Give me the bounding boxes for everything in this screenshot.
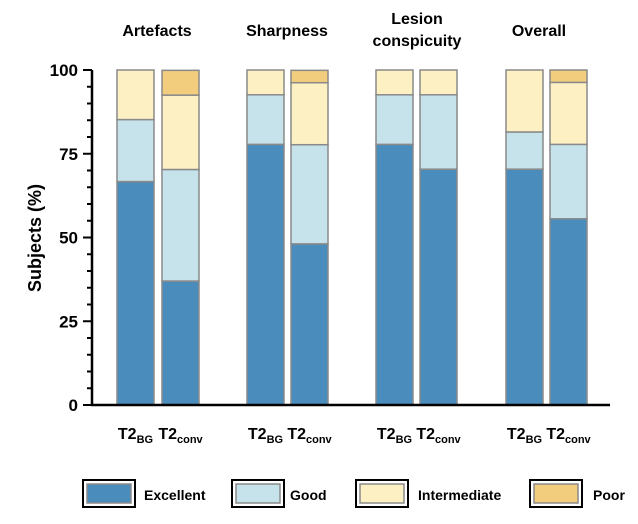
group-title-overall: Overall xyxy=(512,23,566,40)
bar-segment-lesion-conspicuity-t2bg-good xyxy=(375,94,414,146)
legend-swatch-good xyxy=(235,483,281,504)
x-tick-label-lesion-conspicuity-t2bg: T2BG xyxy=(377,426,412,446)
bar-segment-artefacts-t2conv-excellent xyxy=(161,280,200,406)
y-tick-label: 50 xyxy=(59,229,78,248)
bar-segment-lesion-conspicuity-t2conv-intermediate xyxy=(419,69,458,96)
bar-segment-artefacts-t2bg-good xyxy=(116,118,155,183)
group-title-lesion-conspicuity: Lesion conspicuity xyxy=(373,11,462,50)
bar-segment-overall-t2bg-excellent xyxy=(505,168,544,406)
legend-swatch-excellent xyxy=(86,483,132,504)
legend-label-poor: Poor xyxy=(593,487,625,503)
bar-segment-sharpness-t2conv-poor xyxy=(290,69,329,84)
bar-segment-lesion-conspicuity-t2bg-excellent xyxy=(375,143,414,406)
bar-segment-overall-t2bg-good xyxy=(505,131,544,170)
bar-segment-artefacts-t2conv-good xyxy=(161,168,200,282)
group-title-artefacts: Artefacts xyxy=(122,23,191,40)
bar-segment-lesion-conspicuity-t2conv-good xyxy=(419,94,458,170)
x-tick-label-artefacts-t2conv: T2conv xyxy=(158,426,203,446)
bar-segment-overall-t2conv-excellent xyxy=(549,217,588,406)
x-tick-label-artefacts-t2bg: T2BG xyxy=(118,426,153,446)
y-tick-label: 25 xyxy=(59,312,78,331)
x-tick-label-overall-t2bg: T2BG xyxy=(507,426,542,446)
bar-segment-lesion-conspicuity-t2conv-excellent xyxy=(419,168,458,406)
group-titles: Artefacts Sharpness Lesion conspicuity Overa… xyxy=(122,11,566,50)
x-tick-label-lesion-conspicuity-t2conv: T2conv xyxy=(416,426,461,446)
bar-segment-overall-t2conv-intermediate xyxy=(549,81,588,146)
bar-segment-sharpness-t2bg-intermediate xyxy=(246,69,285,96)
x-tick-labels: T2BG T2conv T2BG T2conv T2BG T2conv T2BG T2conv xyxy=(118,426,592,446)
bar-segment-overall-t2bg-intermediate xyxy=(505,69,544,133)
y-tick-label: 0 xyxy=(69,396,78,415)
bar-segment-artefacts-t2bg-intermediate xyxy=(116,69,155,121)
bar-segment-sharpness-t2conv-excellent xyxy=(290,243,329,406)
y-axis-label: Subjects (%) xyxy=(25,184,45,292)
legend-swatch-intermediate xyxy=(359,483,405,504)
bar-segment-overall-t2conv-poor xyxy=(549,69,588,84)
group-title-sharpness: Sharpness xyxy=(246,23,328,40)
legend-label-intermediate: Intermediate xyxy=(418,487,501,503)
bar-segment-sharpness-t2bg-good xyxy=(246,94,285,146)
x-tick-label-sharpness-t2conv: T2conv xyxy=(287,426,332,446)
y-tick-label: 75 xyxy=(59,145,78,164)
legend-label-good: Good xyxy=(290,487,327,503)
bars xyxy=(116,69,588,406)
x-tick-label-sharpness-t2bg: T2BG xyxy=(248,426,283,446)
bar-segment-sharpness-t2conv-intermediate xyxy=(290,81,329,146)
bar-segment-overall-t2conv-good xyxy=(549,143,588,220)
bar-segment-lesion-conspicuity-t2bg-intermediate xyxy=(375,69,414,96)
bar-segment-artefacts-t2bg-excellent xyxy=(116,180,155,406)
legend-swatch-poor xyxy=(533,483,579,504)
bar-segment-artefacts-t2conv-poor xyxy=(161,69,200,96)
bar-segment-sharpness-t2bg-excellent xyxy=(246,143,285,406)
legend: Excellent Good Intermediate Poor xyxy=(82,479,625,508)
bar-segment-artefacts-t2conv-intermediate xyxy=(161,94,200,171)
legend-label-excellent: Excellent xyxy=(144,487,206,503)
y-tick-label: 100 xyxy=(50,61,78,80)
axes: 0 25 50 75 100 xyxy=(50,61,610,415)
bar-segment-sharpness-t2conv-good xyxy=(290,143,329,245)
x-tick-label-overall-t2conv: T2conv xyxy=(546,426,591,446)
